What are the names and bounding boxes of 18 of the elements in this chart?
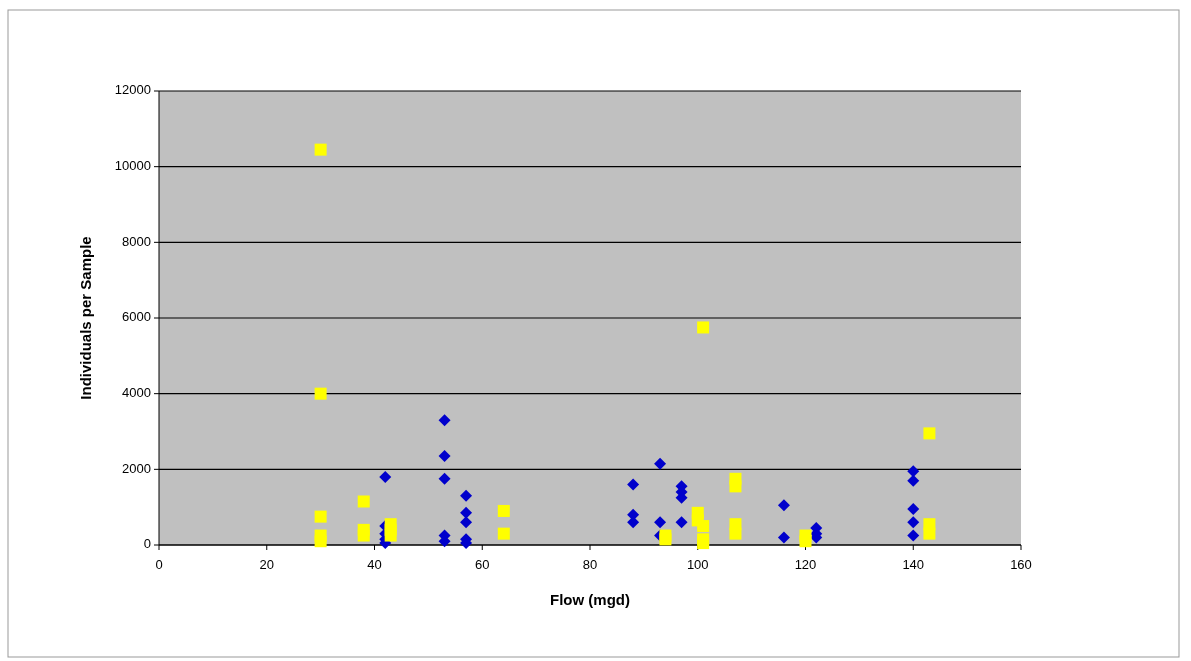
x-tick-label: 160	[1010, 557, 1032, 572]
y-tick-label: 4000	[122, 385, 151, 401]
x-tick-label: 100	[686, 557, 709, 572]
x-tick-label: 140	[902, 557, 925, 572]
x-axis-title: Flow (mgd)	[550, 591, 630, 608]
x-tick-label: 20	[259, 557, 274, 572]
y-tick-label: 10000	[114, 158, 151, 174]
x-tick-label: 0	[155, 557, 163, 572]
y-tick-label: 2000	[122, 460, 151, 476]
y-tick-label: 8000	[122, 233, 151, 249]
y-axis-title: Individuals per Sample	[77, 236, 94, 400]
x-tick-label: 80	[582, 557, 598, 572]
y-tick-label: 6000	[122, 309, 151, 325]
x-tick-label: 60	[475, 557, 490, 572]
y-tick-label: 0	[143, 536, 151, 552]
x-tick-label: 120	[794, 557, 817, 572]
x-tick-label: 40	[367, 557, 382, 572]
y-tick-label: 12000	[114, 82, 151, 98]
